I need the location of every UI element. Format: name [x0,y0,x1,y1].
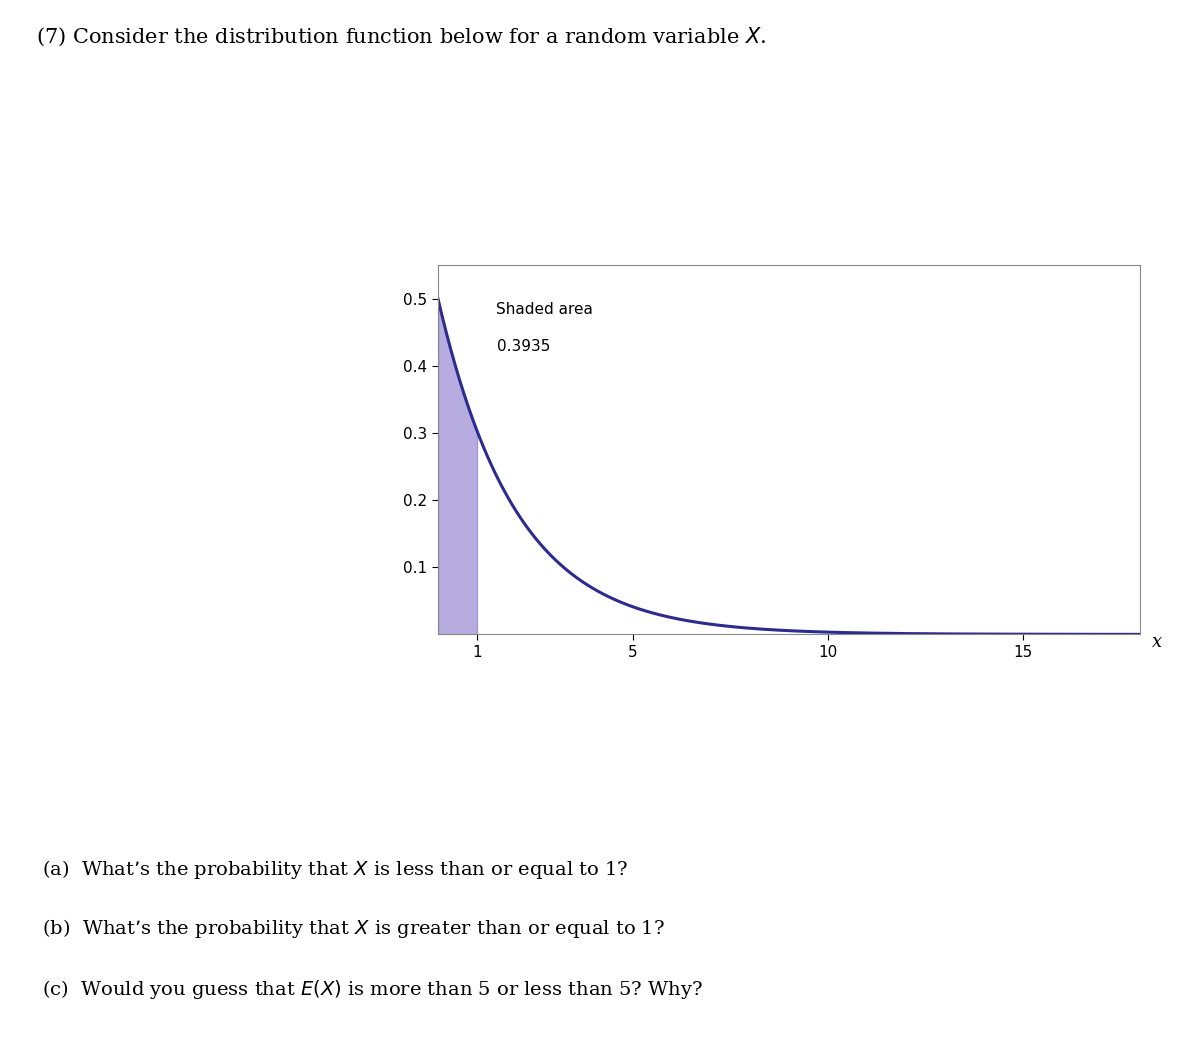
Text: (c)  Would you guess that $E(X)$ is more than 5 or less than 5? Why?: (c) Would you guess that $E(X)$ is more … [42,978,703,1000]
Text: (7) Consider the distribution function below for a random variable $X$.: (7) Consider the distribution function b… [36,26,766,49]
Text: (a)  What’s the probability that $X$ is less than or equal to 1?: (a) What’s the probability that $X$ is l… [42,858,629,881]
Text: x: x [1152,633,1162,651]
Text: (b)  What’s the probability that $X$ is greater than or equal to 1?: (b) What’s the probability that $X$ is g… [42,917,665,940]
Text: 0.3935: 0.3935 [497,339,550,354]
Text: Shaded area: Shaded area [497,303,593,317]
